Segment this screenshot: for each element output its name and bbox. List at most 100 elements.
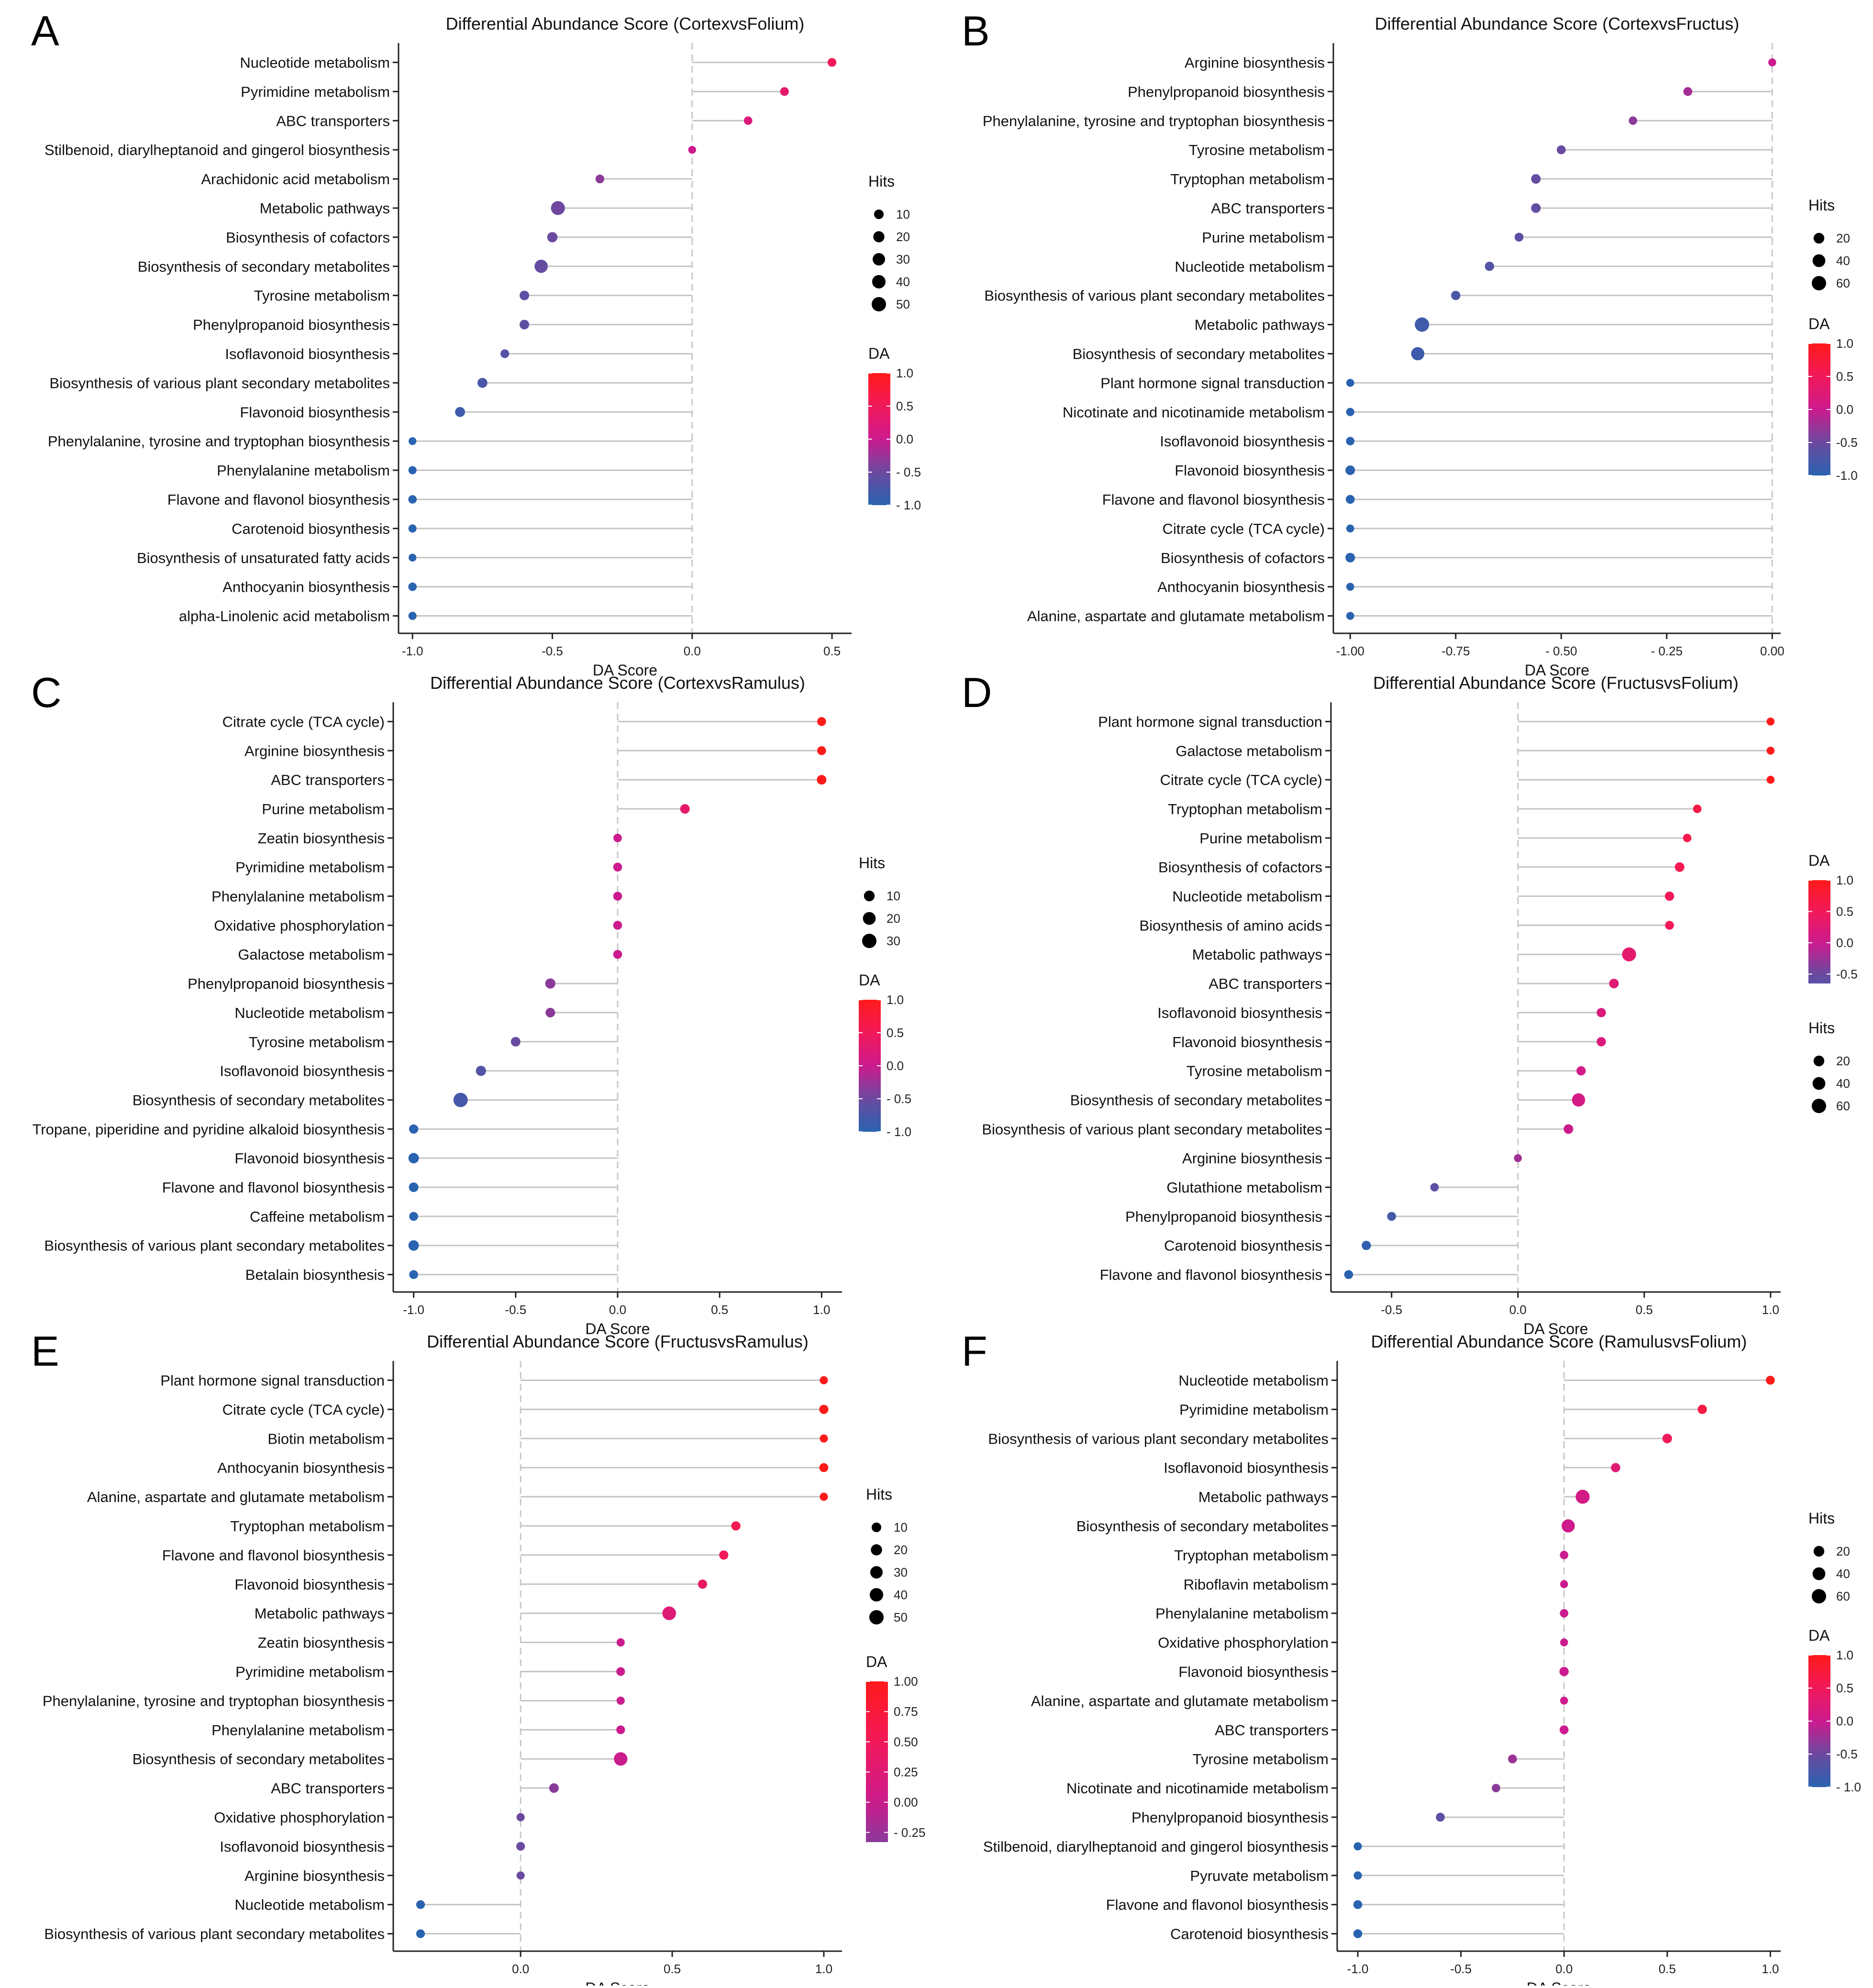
lollipop-point [534, 259, 548, 273]
category-label: Arachidonic acid metabolism [201, 171, 390, 188]
hits-legend-label: 40 [896, 275, 910, 289]
lollipop-point [1596, 1008, 1606, 1017]
da-colorbar-label: 1.0 [1836, 336, 1853, 351]
da-colorbar-label: -0.5 [1836, 435, 1858, 450]
lollipop-point [1629, 116, 1638, 125]
da-colorbar-label: - 1.0 [887, 1125, 911, 1139]
category-label: Citrate cycle (TCA cycle) [222, 1401, 385, 1418]
category-label: Phenylalanine metabolism [1155, 1605, 1329, 1622]
lollipop-point [453, 1093, 468, 1107]
category-label: Nucleotide metabolism [240, 54, 390, 71]
hits-legend-label: 50 [894, 1610, 908, 1624]
lollipop-point [455, 407, 465, 417]
category-label: Tyrosine metabolism [254, 287, 390, 304]
lollipop-point [1346, 524, 1354, 533]
category-label: Citrate cycle (TCA cycle) [222, 713, 385, 730]
category-label: Purine metabolism [1199, 830, 1322, 847]
category-label: Oxidative phosphorylation [1158, 1635, 1329, 1651]
category-label: Flavonoid biosynthesis [1172, 1034, 1322, 1050]
category-label: Phenylpropanoid biosynthesis [193, 317, 390, 333]
da-colorbar-label: - 1.0 [896, 498, 921, 512]
lollipop-point [1766, 1376, 1775, 1385]
category-label: Biosynthesis of unsaturated fatty acids [137, 550, 390, 566]
category-label: Isoflavonoid biosynthesis [225, 345, 390, 362]
lollipop-point [476, 1065, 486, 1076]
category-label: Alanine, aspartate and glutamate metabol… [87, 1489, 385, 1505]
lollipop-point [1345, 465, 1355, 475]
lollipop-point [819, 1463, 829, 1472]
hits-legend-key [1813, 1055, 1825, 1067]
hits-legend-label: 20 [1836, 231, 1850, 245]
chart-title: Differential Abundance Score (RamulusvsF… [1371, 1332, 1747, 1351]
da-colorbar [866, 1681, 888, 1842]
lollipop-point [477, 377, 488, 388]
category-label: Plant hormone signal transduction [160, 1372, 385, 1389]
category-label: Arginine biosynthesis [1182, 1150, 1322, 1167]
x-tick-label: -0.5 [1450, 1962, 1472, 1976]
category-label: Flavonoid biosynthesis [1178, 1663, 1329, 1680]
lollipop-point [551, 201, 565, 215]
lollipop-point [1451, 290, 1461, 300]
category-label: Galactose metabolism [1175, 742, 1322, 759]
lollipop-point [1557, 145, 1566, 155]
da-colorbar-label: 0.0 [1836, 402, 1853, 417]
lollipop-point [545, 1007, 555, 1017]
x-axis-label: DA Score [1525, 662, 1589, 679]
lollipop-point [1609, 979, 1619, 989]
lollipop-point [547, 232, 558, 243]
hits-legend-label: 20 [1836, 1054, 1850, 1068]
category-label: ABC transporters [1208, 975, 1322, 992]
lollipop-point [1563, 1124, 1574, 1134]
lollipop-point [1353, 1842, 1362, 1851]
da-colorbar-label: 0.50 [894, 1734, 918, 1749]
lollipop-point [1560, 1580, 1568, 1589]
x-tick-label: -0.5 [1381, 1303, 1402, 1317]
hits-legend-title: Hits [1808, 197, 1835, 214]
category-label: Phenylpropanoid biosynthesis [1128, 83, 1325, 100]
lollipop-point [613, 921, 622, 930]
hits-legend-label: 50 [896, 297, 910, 311]
category-label: Isoflavonoid biosynthesis [1164, 1459, 1329, 1476]
category-label: Phenylpropanoid biosynthesis [1125, 1208, 1322, 1225]
category-label: Biosynthesis of secondary metabolites [1073, 345, 1325, 362]
lollipop-point [408, 612, 417, 620]
lollipop-point [1346, 437, 1355, 445]
category-label: Riboflavin metabolism [1184, 1576, 1329, 1593]
da-colorbar-label: 1.0 [1836, 1648, 1853, 1662]
category-label: Anthocyanin biosynthesis [222, 579, 390, 596]
lollipop-point [516, 1871, 525, 1880]
lollipop-point [1362, 1241, 1371, 1250]
category-label: Phenylalanine metabolism [211, 888, 385, 905]
hits-legend-label: 20 [894, 1543, 908, 1557]
hits-legend-key [869, 1588, 884, 1602]
hits-legend-label: 40 [1836, 1076, 1850, 1091]
hits-legend-key [864, 890, 875, 902]
da-legend-title: DA [1808, 852, 1830, 869]
hits-legend-title: Hits [1808, 1019, 1835, 1037]
lollipop-point [1436, 1812, 1445, 1822]
category-label: Metabolic pathways [1192, 946, 1322, 963]
category-label: Flavone and flavonol biosynthesis [162, 1179, 385, 1196]
category-label: Nucleotide metabolism [234, 1897, 385, 1913]
category-label: Flavone and flavonol biosynthesis [162, 1547, 385, 1564]
x-tick-label: 0.5 [823, 644, 841, 658]
lollipop-point [516, 1813, 525, 1822]
hits-legend-key [873, 253, 885, 265]
lollipop-point [1693, 805, 1702, 813]
hits-legend-label: 10 [887, 889, 900, 903]
x-tick-label: 0.5 [711, 1303, 728, 1317]
lollipop-point [409, 553, 417, 562]
panel-label: F [962, 1327, 987, 1375]
lollipop-point [743, 116, 753, 125]
hits-legend-key [871, 1544, 882, 1556]
category-label: Citrate cycle (TCA cycle) [1160, 772, 1322, 788]
lollipop-point [1345, 552, 1355, 563]
category-label: Tropane, piperidine and pyridine alkaloi… [33, 1121, 385, 1138]
category-label: Pyruvate metabolism [1190, 1867, 1329, 1884]
lollipop-point [1514, 1154, 1522, 1162]
hits-legend-title: Hits [1808, 1510, 1835, 1527]
da-colorbar-label: 1.0 [1836, 873, 1853, 887]
category-label: Nicotinate and nicotinamide metabolism [1063, 404, 1325, 420]
lollipop-point [731, 1521, 741, 1531]
